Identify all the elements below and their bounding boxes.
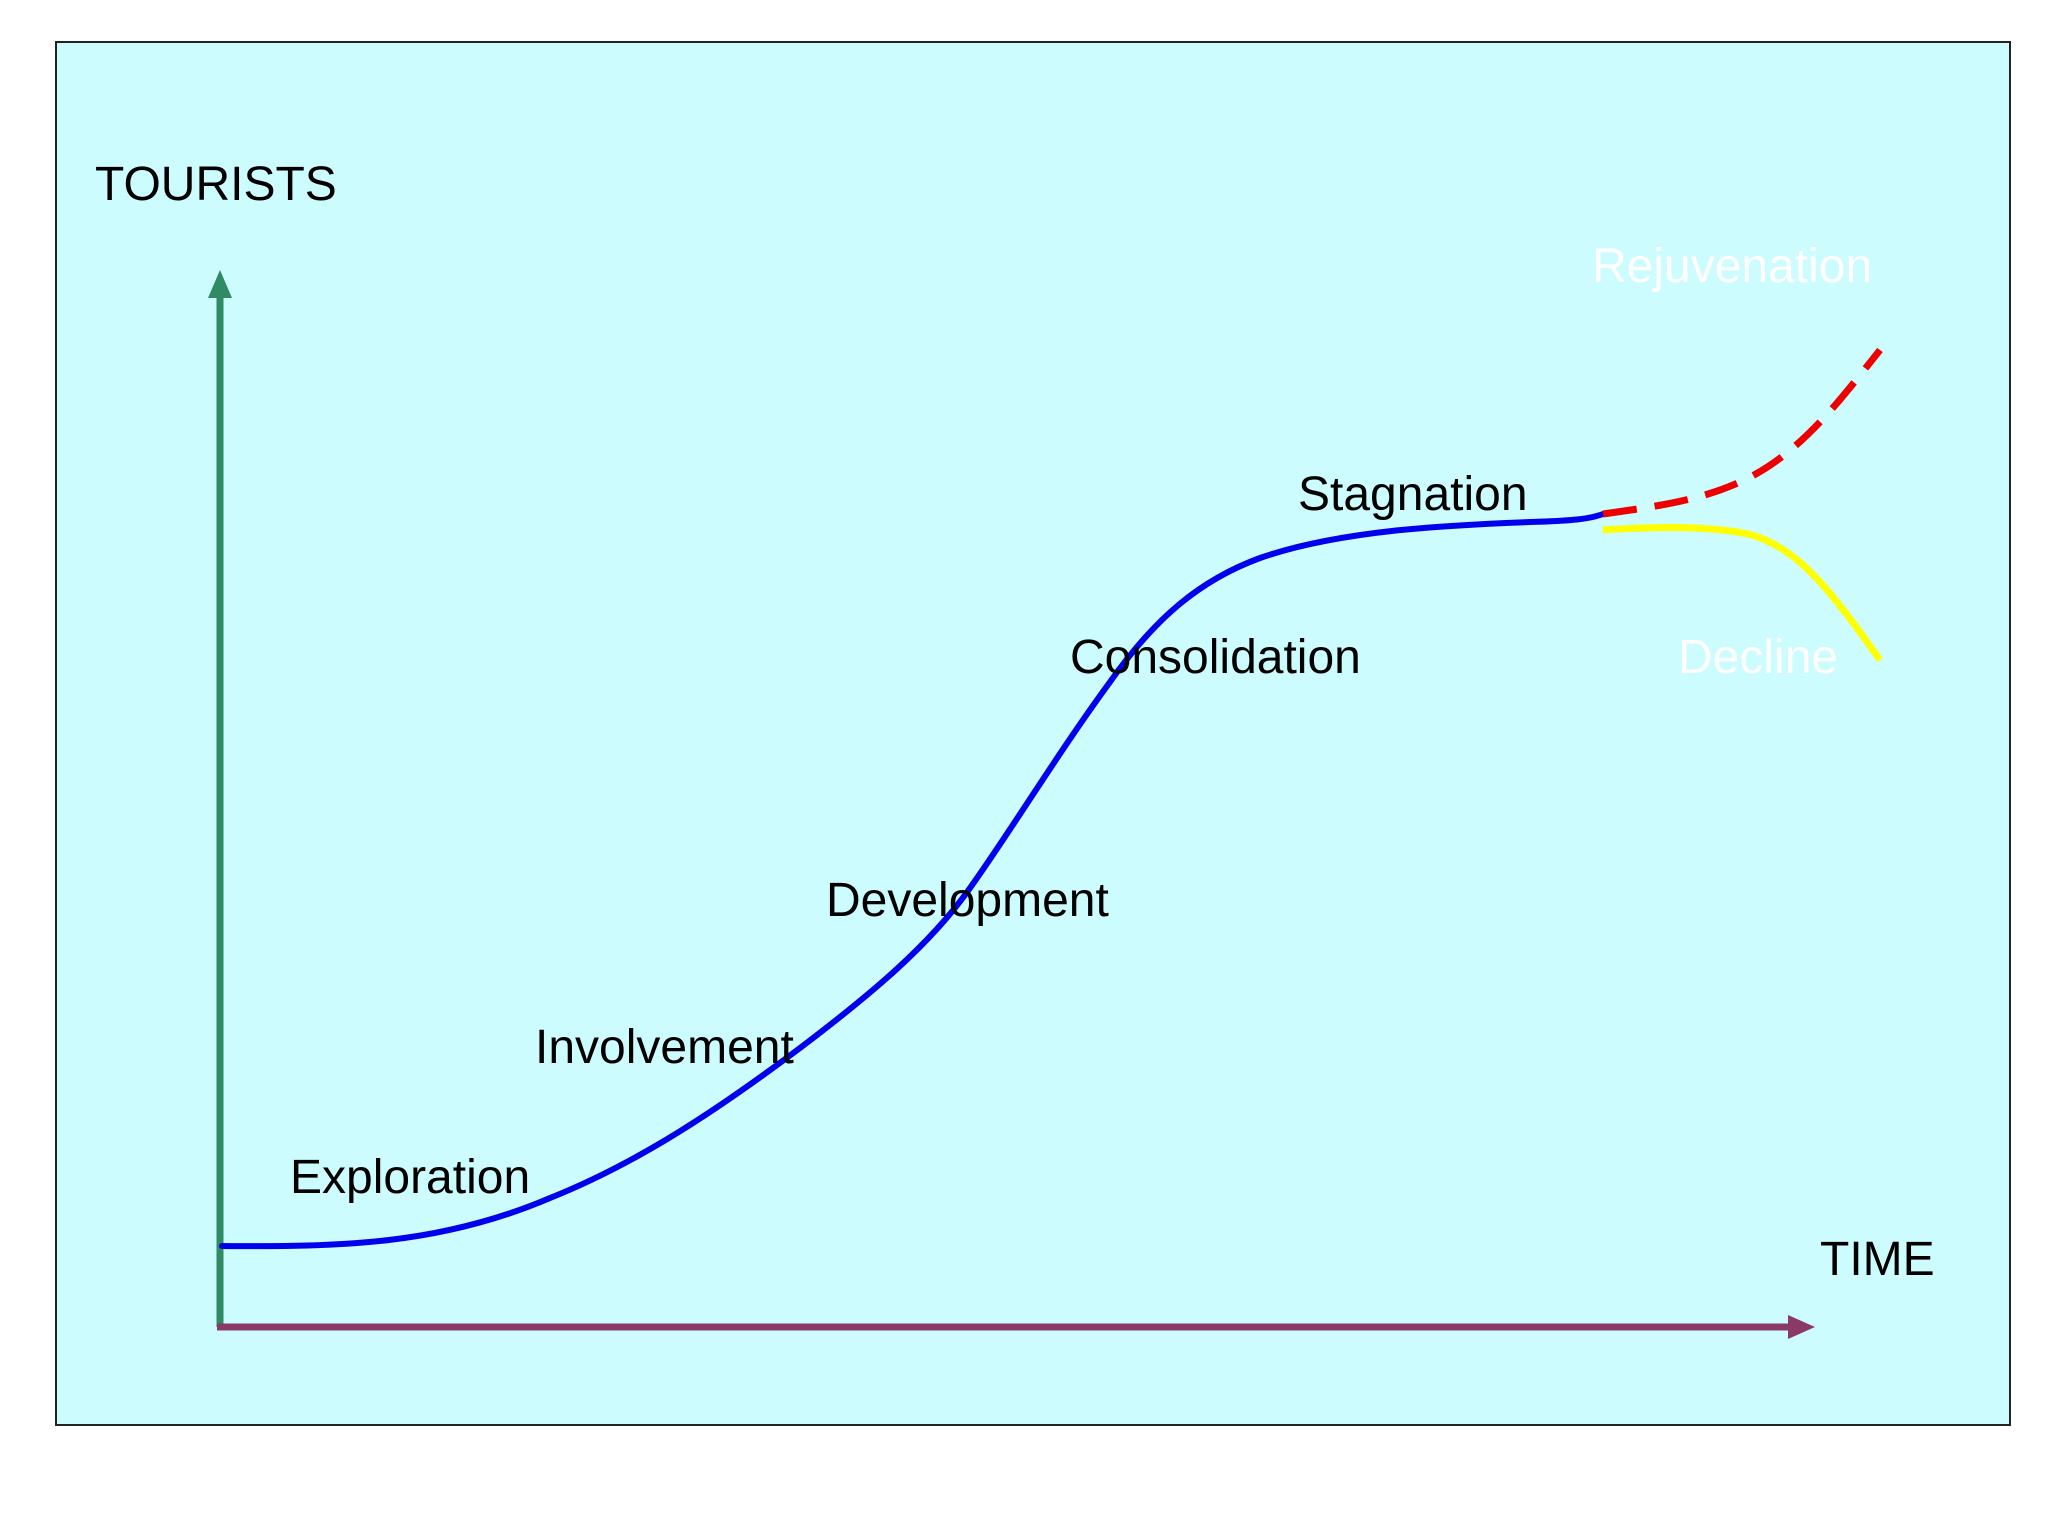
rejuvenation-curve [1602,347,1883,518]
stage-label-involvement: Involvement [535,1021,794,1074]
x-axis-label: TIME [1820,1233,1935,1286]
outcome-label-decline: Decline [1678,631,1838,684]
stage-label-consolidation: Consolidation [1070,631,1361,684]
outcome-label-rejuvenation: Rejuvenation [1592,240,1872,293]
stage-label-stagnation: Stagnation [1298,468,1528,521]
stage-label-exploration: Exploration [290,1151,530,1204]
y-axis-label: TOURISTS [95,158,337,211]
life-cycle-curve [219,511,1606,1250]
diagram-panel [55,41,2011,1426]
x-axis-arrowhead [1788,1315,1815,1339]
stage-label-development: Development [826,874,1109,927]
y-axis-arrowhead [208,270,232,298]
decline-curve [1602,524,1883,663]
